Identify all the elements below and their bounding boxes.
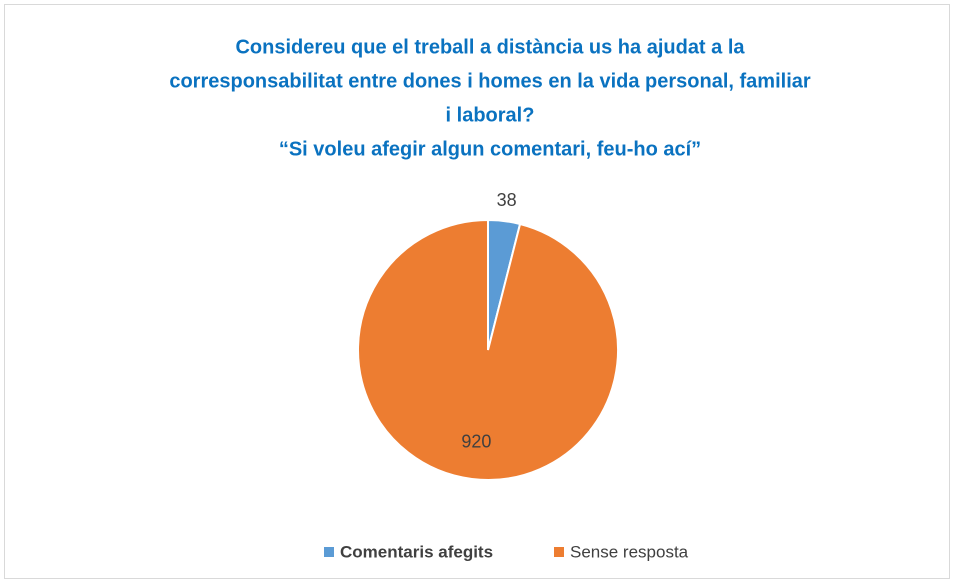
chart-title: i laboral? <box>446 104 535 126</box>
chart-title: “Si voleu afegir algun comentari, feu-ho… <box>279 138 701 160</box>
data-label: 920 <box>461 432 491 452</box>
pie-slice <box>357 218 619 481</box>
legend-swatch <box>554 547 564 557</box>
legend-swatch <box>324 547 334 557</box>
chart-title: Considereu que el treball a distància us… <box>235 36 745 58</box>
chart-title: corresponsabilitat entre dones i homes e… <box>169 70 811 92</box>
legend-label: Sense resposta <box>570 542 689 561</box>
data-label: 38 <box>497 190 517 210</box>
legend-label: Comentaris afegits <box>340 542 493 561</box>
